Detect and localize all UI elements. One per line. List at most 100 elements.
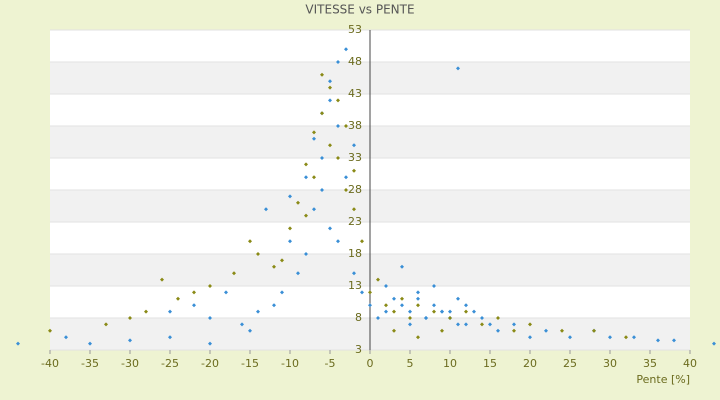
point [344,188,348,192]
point [456,296,460,301]
point [336,156,340,160]
y-tick-label: 8 [355,311,362,324]
point [272,264,276,269]
point [144,309,148,314]
x-tick-label: 5 [407,357,414,370]
point [280,290,284,295]
point [304,213,308,218]
point [304,175,308,180]
point [512,322,516,327]
point [192,303,196,308]
point [400,296,404,301]
y-tick-label: 48 [348,55,362,68]
x-tick-label: -35 [81,357,99,370]
point [304,252,308,256]
point [224,290,228,295]
y-tick-label: 43 [348,87,362,100]
point [248,328,252,333]
point [560,328,564,333]
point [328,79,332,84]
point [256,252,260,256]
point [312,136,316,141]
point [48,328,52,333]
x-tick-label: 0 [367,357,374,370]
point [480,316,484,320]
x-axis-label: Pente [%] [636,373,690,386]
point [248,239,252,244]
x-tick-label: 20 [523,357,537,370]
point [168,335,172,340]
point [464,322,468,327]
x-tick-label: -5 [325,357,336,370]
y-tick-label: 38 [348,119,362,132]
plot-area [50,29,690,351]
point [88,341,92,346]
point [232,271,236,276]
point [296,200,300,205]
point [336,98,340,103]
point [264,207,268,212]
point [360,290,364,295]
point [16,341,20,346]
point [432,303,436,308]
point [328,143,332,148]
point [336,124,340,128]
point [376,277,380,282]
y-tick-label: 18 [348,247,362,260]
point [208,284,212,288]
point [272,303,276,308]
point [176,296,180,301]
point [288,239,292,244]
point [352,143,356,148]
point [360,239,364,244]
point [528,335,532,340]
point [456,322,460,327]
point [464,309,468,314]
point [128,338,132,343]
point [496,328,500,333]
point [424,316,428,320]
point [632,335,636,340]
point [128,316,132,320]
point [528,322,532,327]
x-tick-label: -30 [121,357,139,370]
point [392,309,396,314]
point [344,124,348,128]
x-tick-label: -10 [281,357,299,370]
point [440,309,444,314]
point [312,207,316,212]
y-tick-label: 13 [348,279,362,292]
y-tick-label: 28 [348,183,362,196]
point [240,322,244,327]
point [416,335,420,340]
point [312,175,316,180]
point [568,335,572,340]
point [312,130,316,135]
x-tick-label: 30 [603,357,617,370]
point [344,175,348,180]
point [464,303,468,308]
point [408,309,412,314]
point [320,111,324,116]
point [408,316,412,320]
point [104,322,108,327]
point [256,309,260,314]
point [448,316,452,320]
point [328,226,332,231]
point [480,322,484,327]
point [336,239,340,244]
point [336,60,340,64]
point [368,290,372,295]
x-tick-label: -40 [41,357,59,370]
y-tick-label: 23 [348,215,362,228]
x-tick-label: -20 [201,357,219,370]
y-tick-label: 33 [348,151,362,164]
point [296,271,300,276]
point [208,316,212,320]
x-tick-label: -25 [161,357,179,370]
x-tick-label: 15 [483,357,497,370]
point [160,277,164,282]
point [280,258,284,263]
point [440,328,444,333]
point [496,316,500,320]
